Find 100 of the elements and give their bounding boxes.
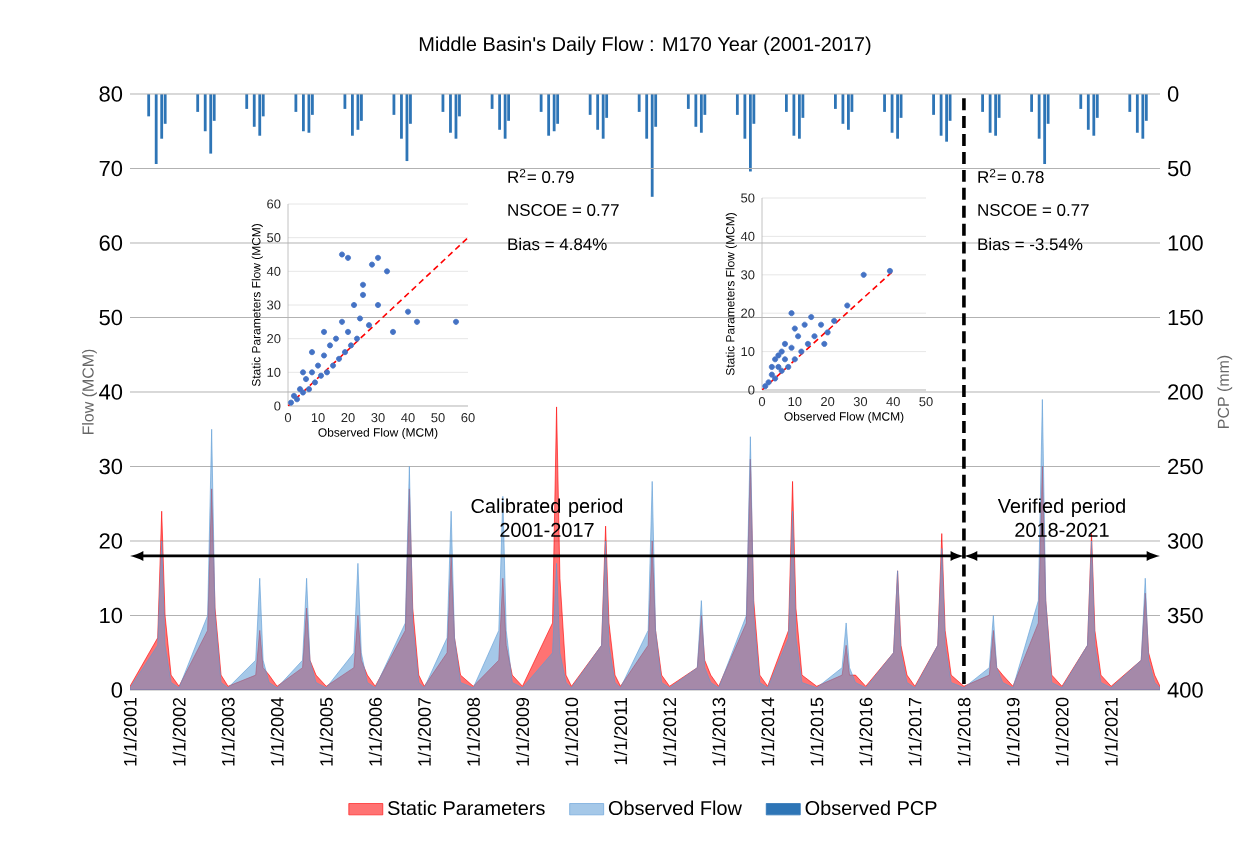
annotation: NSCOE = 0.77 [508,204,619,216]
point [342,349,348,356]
legend-label: Static Parameters [388,800,545,816]
point [312,379,318,386]
point [384,268,390,275]
point [795,333,802,340]
y2-tick-label: 300 [1167,533,1203,549]
point [390,328,396,335]
x-tick-label: 1/1/2004 [270,697,284,766]
y2-tick-label: 50 [1167,160,1191,177]
point [811,333,818,340]
point [300,389,306,396]
point [288,399,294,406]
point [778,367,785,374]
point [366,322,372,329]
point [781,340,788,347]
y2-tick-label: 250 [1168,458,1203,475]
x-tick-label: 1/1/2011 [613,697,628,765]
point [804,340,811,347]
point [775,352,782,359]
annotation: R$^{2}$= 0.79 [508,168,574,184]
point [791,356,798,363]
point [318,372,324,379]
y2-tick-label: 350 [1167,607,1203,624]
point [294,396,300,403]
x-tick-label: 1/1/2009 [515,697,530,766]
legend-label: Observed Flow [608,800,742,816]
x-tick-label: 1/1/2007 [417,697,431,766]
point [354,335,360,342]
point [375,302,381,308]
point [788,344,795,351]
x-tick-label: 1/1/2016 [859,697,873,766]
x-tick-label: 1/1/2014 [761,697,775,766]
x-tick-label: 1/1/2013 [712,697,726,766]
point [321,328,327,335]
point [303,376,309,383]
y2-tick-label: 400 [1167,682,1203,698]
y2-tick-label: 0 [1167,86,1179,102]
point [798,348,805,355]
point [345,254,351,261]
annotation: Bias = -3.54% [978,237,1083,251]
point [775,363,782,370]
legend-label: Observed PCP [805,800,937,816]
y2-tick-label: 100 [1168,235,1203,251]
y-tick-label: 30 [99,458,123,475]
point [339,318,345,325]
x-tick-label: 1/1/2015 [810,697,824,766]
point [348,342,354,349]
annotation: R$^{2}$= 0.78 [978,168,1044,184]
point [765,379,772,386]
point [768,363,775,370]
point [336,355,342,362]
annotation: Bias = 4.84% [508,237,607,251]
point [781,356,788,363]
point [351,302,357,308]
point [860,271,867,278]
point [762,383,769,390]
point [453,318,459,325]
x-tick-label: 1/1/2019 [1006,697,1020,766]
point [345,328,351,335]
x-tick-label: 1/1/2012 [662,697,677,766]
y-tick-label: 10 [100,607,123,624]
point [315,362,321,369]
point [824,329,831,336]
point [360,291,366,298]
point [778,348,785,355]
y2-tick-label: 150 [1168,309,1203,326]
point [327,342,333,349]
point [808,314,815,321]
chart-title: Middle Basin's Daily Flow : M170 Year (2001-2017) [419,36,871,56]
point [405,308,411,315]
x-tick-label: 1/1/2020 [1055,697,1069,766]
y-tick-label: 0 [111,682,123,698]
x-tick-label: 1/1/2006 [368,697,382,766]
y-tick-label: 70 [99,160,123,177]
x-tick-label: 1/1/2021 [1104,697,1118,766]
annotation: Verified period 2018-2021 [997,498,1125,537]
point [309,349,315,356]
point [414,318,420,325]
point [339,251,345,258]
point [330,362,336,369]
point [788,310,795,317]
y-tick-label: 50 [99,309,123,326]
point [821,340,828,347]
y2-tick-label: 200 [1168,384,1203,400]
x-tick-label: 1/1/2001 [123,697,137,766]
y-tick-label: 80 [99,86,123,102]
x-tick-label: 1/1/2008 [466,697,480,766]
point [886,267,893,274]
y-tick-label: 60 [99,235,123,251]
point [772,375,779,382]
point [309,369,315,376]
point [360,281,366,288]
point [818,321,825,328]
x-tick-label: 1/1/2018 [957,697,971,766]
point [324,369,330,376]
point [369,261,375,268]
point [772,356,779,363]
x-tick-label: 1/1/2010 [564,697,579,766]
point [321,352,327,359]
